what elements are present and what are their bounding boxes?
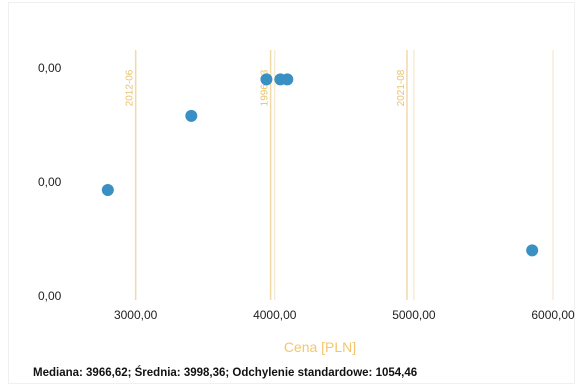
x-axis-label: Cena [PLN]: [284, 339, 356, 355]
data-point-4[interactable]: [281, 73, 294, 86]
reference-line-label-0: 2012-06: [125, 69, 136, 106]
data-point-5[interactable]: [526, 244, 539, 257]
y-tick-label-2: 0,00: [38, 61, 62, 75]
reference-line-label-1: 1996-03: [260, 69, 271, 106]
data-points: [101, 73, 539, 257]
statistics-summary: Mediana: 3966,62; Średnia: 3998,36; Odch…: [33, 366, 417, 379]
y-axis: 0,00 0,00 0,00: [38, 61, 62, 303]
data-point-2[interactable]: [260, 73, 273, 86]
reference-line-label-2: 2021-08: [396, 69, 407, 106]
data-point-0[interactable]: [101, 183, 114, 196]
x-tick-label-3: 6000,00: [531, 308, 575, 322]
x-axis: 3000,00 4000,00 5000,00 6000,00: [114, 308, 575, 322]
chart-frame: [8, 2, 575, 384]
y-tick-label-1: 0,00: [38, 175, 62, 189]
x-tick-label-0: 3000,00: [114, 308, 158, 322]
x-tick-label-2: 5000,00: [392, 308, 436, 322]
x-tick-label-1: 4000,00: [253, 308, 297, 322]
y-tick-label-0: 0,00: [38, 289, 62, 303]
reference-lines: 2012-06 1996-03 2021-08: [125, 50, 554, 300]
data-point-1[interactable]: [185, 109, 198, 122]
